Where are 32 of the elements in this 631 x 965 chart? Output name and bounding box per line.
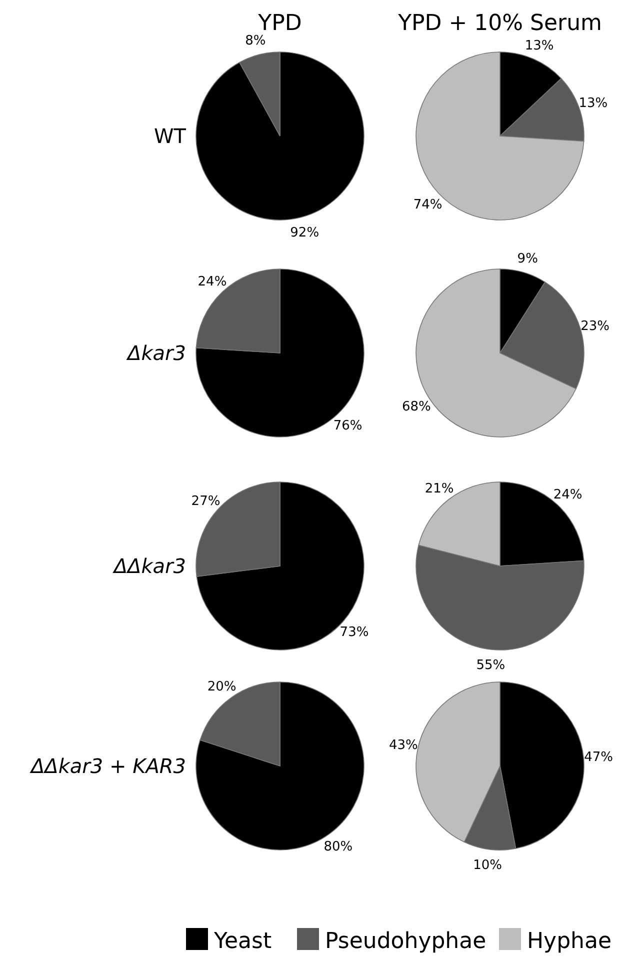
data-label: 10% (473, 858, 502, 873)
text: ΔΔkar3 (112, 554, 186, 578)
pie-slice (196, 52, 364, 220)
data-label: 23% (580, 318, 610, 334)
data-label: 24% (553, 487, 582, 502)
text: Δkar3 (126, 341, 186, 365)
data-label: 68% (402, 400, 431, 415)
data-label: 43% (388, 738, 418, 753)
text: ΔΔkar3 + KAR3 (28, 754, 186, 778)
data-label: 55% (476, 658, 506, 674)
chart-title: YPD (257, 11, 302, 36)
data-label: 27% (191, 494, 220, 510)
data-label: 9% (517, 251, 538, 266)
data-label: 21% (424, 481, 454, 496)
legend-label: Hyphae (527, 929, 612, 954)
chart-title: YPD + 10% Serum (397, 11, 602, 36)
data-label: 8% (245, 34, 266, 49)
data-label: 13% (578, 96, 608, 112)
legend-label: Yeast (213, 929, 272, 954)
data-label: 24% (198, 274, 227, 290)
pie-slice (196, 268, 364, 438)
data-label: 92% (290, 225, 320, 240)
data-label: 20% (207, 679, 236, 694)
data-label: 13% (524, 38, 554, 54)
data-label: 80% (324, 840, 353, 855)
data-label: 47% (584, 750, 614, 766)
data-label: 76% (333, 418, 362, 434)
text: WT (154, 124, 187, 148)
data-label: 74% (413, 197, 442, 212)
data-label: 73% (340, 625, 369, 640)
legend-label: Pseudohyphae (325, 929, 486, 954)
pie-slice (196, 682, 364, 850)
